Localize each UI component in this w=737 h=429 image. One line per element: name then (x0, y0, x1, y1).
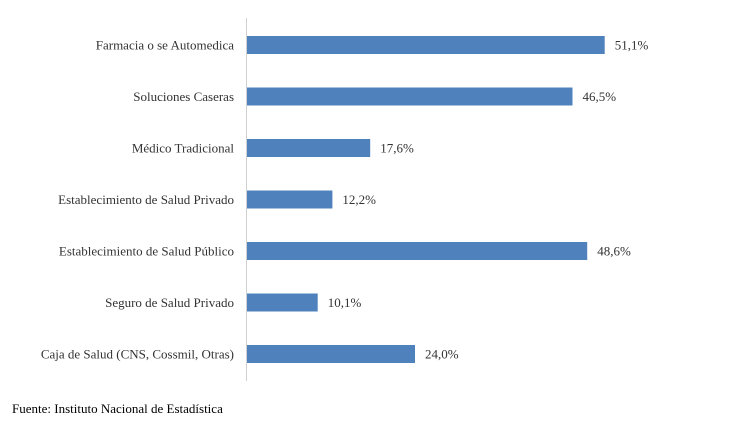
value-label: 12,2% (342, 192, 376, 207)
bar (247, 345, 415, 363)
bar (247, 139, 371, 157)
bar (247, 36, 605, 54)
bar (247, 242, 588, 260)
value-label: 48,6% (597, 244, 631, 259)
value-label: 17,6% (380, 141, 414, 156)
value-label: 51,1% (615, 38, 649, 53)
bar (247, 293, 318, 312)
category-label: Caja de Salud (CNS, Cossmil, Otras) (41, 347, 234, 362)
category-label: Establecimiento de Salud Público (59, 244, 234, 259)
value-label: 10,1% (328, 295, 362, 310)
value-label: 46,5% (583, 89, 617, 104)
bar (247, 87, 573, 106)
value-labels: 51,1% 46,5% 17,6% 12,2% 48,6% 10,1% 24,0% (328, 38, 649, 362)
category-label: Soluciones Caseras (133, 89, 234, 104)
category-label: Establecimiento de Salud Privado (58, 192, 234, 207)
category-label: Farmacia o se Automedica (96, 38, 234, 53)
bar (247, 190, 333, 209)
category-label: Seguro de Salud Privado (105, 295, 234, 310)
value-label: 24,0% (425, 347, 459, 362)
bars (247, 36, 605, 363)
category-label: Médico Tradicional (132, 141, 235, 156)
source-note: Fuente: Instituto Nacional de Estadístic… (12, 401, 223, 416)
category-labels: Farmacia o se Automedica Soluciones Caser… (41, 38, 235, 362)
